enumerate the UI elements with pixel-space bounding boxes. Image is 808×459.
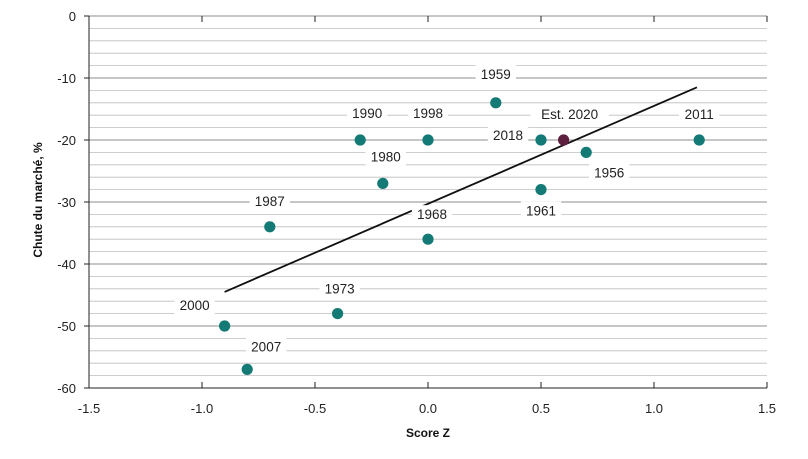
point-label: 1961 bbox=[526, 204, 556, 219]
grid-lines bbox=[89, 15, 767, 377]
x-tick-label: 0.0 bbox=[419, 401, 437, 416]
point-label: 2007 bbox=[251, 339, 281, 354]
point-label: Est. 2020 bbox=[541, 107, 598, 122]
point-label: 1959 bbox=[481, 67, 511, 82]
data-point bbox=[693, 134, 705, 146]
data-points bbox=[219, 97, 705, 375]
point-labels: 1959 1990 1998 2018 Est. 2020 2011 1956 1980 196… bbox=[174, 64, 720, 356]
data-point bbox=[535, 134, 547, 146]
point-label-background bbox=[365, 147, 406, 166]
y-tick-label: -10 bbox=[57, 71, 76, 86]
point-label: 1987 bbox=[255, 194, 285, 209]
point-label-background bbox=[174, 296, 215, 314]
data-point bbox=[422, 233, 434, 245]
trendline-group bbox=[224, 86, 698, 293]
data-point bbox=[219, 320, 231, 332]
data-point bbox=[377, 177, 389, 189]
point-label-background bbox=[589, 163, 630, 182]
x-tick-label: 1.5 bbox=[758, 401, 776, 416]
data-point bbox=[332, 308, 344, 320]
y-tick-label: -20 bbox=[57, 133, 76, 148]
point-label: 1980 bbox=[371, 149, 401, 164]
data-point bbox=[490, 97, 502, 109]
y-tick-label: -30 bbox=[57, 195, 76, 210]
data-point bbox=[580, 146, 592, 158]
point-label-background bbox=[487, 126, 529, 144]
axes bbox=[84, 15, 768, 389]
x-tick-label: -0.5 bbox=[304, 401, 326, 416]
point-label-background bbox=[246, 337, 287, 356]
point-label: 1973 bbox=[325, 282, 355, 297]
data-point bbox=[264, 221, 276, 233]
y-tick-label: 0 bbox=[69, 9, 76, 24]
point-label: 1998 bbox=[413, 106, 443, 121]
y-axis-title: Chute du marché, % bbox=[31, 142, 45, 258]
x-tick-label: 1.0 bbox=[645, 401, 663, 416]
point-label-background bbox=[679, 105, 720, 123]
data-point bbox=[422, 134, 434, 146]
x-tick-label: -1.0 bbox=[191, 401, 213, 416]
data-point bbox=[535, 184, 547, 196]
x-tick-label: 0.5 bbox=[532, 401, 550, 416]
point-label: 1990 bbox=[352, 106, 382, 121]
tick-labels: -1.5 -1.0 -0.5 0.0 0.5 1.0 1.5 0 -10 -20 -30 -40 -50… bbox=[57, 9, 776, 416]
data-point bbox=[241, 363, 253, 375]
y-tick-label: -50 bbox=[57, 319, 76, 334]
point-label-background bbox=[407, 104, 449, 122]
point-label: 2011 bbox=[685, 107, 714, 122]
point-label-background bbox=[319, 279, 360, 298]
y-tick-label: -40 bbox=[57, 257, 76, 272]
point-label: 2000 bbox=[180, 298, 210, 313]
point-label: 2018 bbox=[493, 128, 523, 143]
point-label: 1968 bbox=[417, 207, 447, 222]
data-point bbox=[558, 134, 570, 146]
data-point bbox=[354, 134, 366, 146]
point-label-background bbox=[520, 201, 562, 220]
x-tick-label: -1.5 bbox=[78, 401, 100, 416]
point-label-background bbox=[249, 191, 290, 210]
point-label-background bbox=[347, 104, 388, 122]
trendline bbox=[224, 86, 698, 293]
x-axis-title: Score Z bbox=[406, 426, 450, 440]
y-tick-label: -60 bbox=[57, 381, 76, 396]
point-label-background bbox=[475, 64, 516, 83]
point-label-background bbox=[530, 105, 609, 123]
point-label-background bbox=[411, 205, 453, 224]
point-label: 1956 bbox=[594, 165, 624, 180]
